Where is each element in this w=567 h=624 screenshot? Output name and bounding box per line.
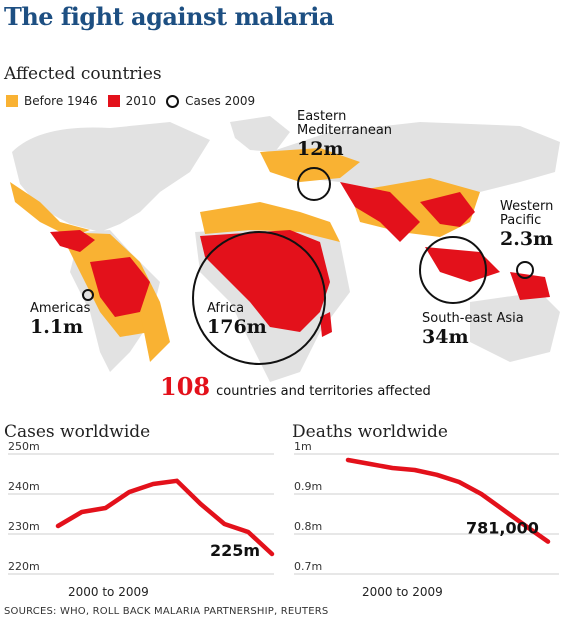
region-cases: 12m xyxy=(297,138,344,160)
y-tick-label: 240m xyxy=(8,480,40,493)
region-cases: 176m xyxy=(207,316,267,338)
ring-africa xyxy=(192,231,326,365)
page-title: The fight against malaria xyxy=(4,2,334,31)
region-name: Africa xyxy=(207,301,245,316)
legend-label-before-1946: Before 1946 xyxy=(24,94,98,108)
countries-affected-stat: 108 countries and territories affected xyxy=(160,372,431,401)
ring-americas xyxy=(82,289,94,301)
ring-eastern-mediterranean xyxy=(297,167,331,201)
region-name: South-east Asia xyxy=(422,311,524,326)
ring-western-pacific xyxy=(516,261,534,279)
region-name: Western Pacific xyxy=(500,199,554,228)
region-name: Americas xyxy=(30,301,91,316)
ring-south-east-asia xyxy=(419,236,487,304)
end-value-label: 781,000 xyxy=(466,519,539,538)
y-tick-label: 0.9m xyxy=(294,480,322,493)
area-2010 xyxy=(50,182,550,337)
case-rings xyxy=(82,167,534,365)
stat-label: countries and territories affected xyxy=(216,384,431,399)
map-heading: Affected countries xyxy=(4,64,162,84)
stat-number: 108 xyxy=(160,372,211,401)
y-tick-label: 230m xyxy=(8,520,40,533)
region-cases: 2.3m xyxy=(500,228,554,250)
y-tick-label: 1m xyxy=(294,440,312,453)
x-axis-label: 2000 to 2009 xyxy=(362,585,443,599)
cases-chart: 250m 240m 230m 220m 225m 2000 to 2009 xyxy=(8,440,275,599)
region-name: Eastern Mediterranean xyxy=(297,109,393,138)
legend-ring-icon xyxy=(166,94,180,108)
legend-swatch-before-1946 xyxy=(6,95,18,107)
series-line xyxy=(55,478,275,557)
legend-label-cases-2009: Cases 2009 xyxy=(185,94,256,108)
region-cases: 1.1m xyxy=(30,316,84,338)
region-africa: Africa 176m xyxy=(207,301,267,339)
map-legend: Before 1946 2010 Cases 2009 xyxy=(6,94,259,108)
series-line xyxy=(345,457,551,544)
region-south-east-asia: South-east Asia 34m xyxy=(422,311,524,349)
y-tick-label: 220m xyxy=(8,560,40,573)
x-axis-label: 2000 to 2009 xyxy=(68,585,149,599)
deaths-chart: 1m 0.9m 0.8m 0.7m 781,000 2000 to 2009 xyxy=(294,440,559,599)
y-tick-label: 0.8m xyxy=(294,520,322,533)
y-tick-label: 0.7m xyxy=(294,560,322,573)
sources-note: SOURCES: WHO, ROLL BACK MALARIA PARTNERS… xyxy=(4,606,329,617)
region-western-pacific: Western Pacific 2.3m xyxy=(500,199,560,251)
chart-title-deaths: Deaths worldwide xyxy=(292,422,448,442)
chart-title-cases: Cases worldwide xyxy=(4,422,151,442)
y-tick-label: 250m xyxy=(8,440,40,453)
region-cases: 34m xyxy=(422,326,469,348)
end-value-label: 225m xyxy=(210,541,260,560)
legend-label-2010: 2010 xyxy=(125,94,157,108)
region-americas: Americas 1.1m xyxy=(30,301,91,339)
world-map xyxy=(10,116,560,382)
region-eastern-mediterranean: Eastern Mediterranean 12m xyxy=(297,109,417,161)
legend-swatch-2010 xyxy=(107,95,120,107)
